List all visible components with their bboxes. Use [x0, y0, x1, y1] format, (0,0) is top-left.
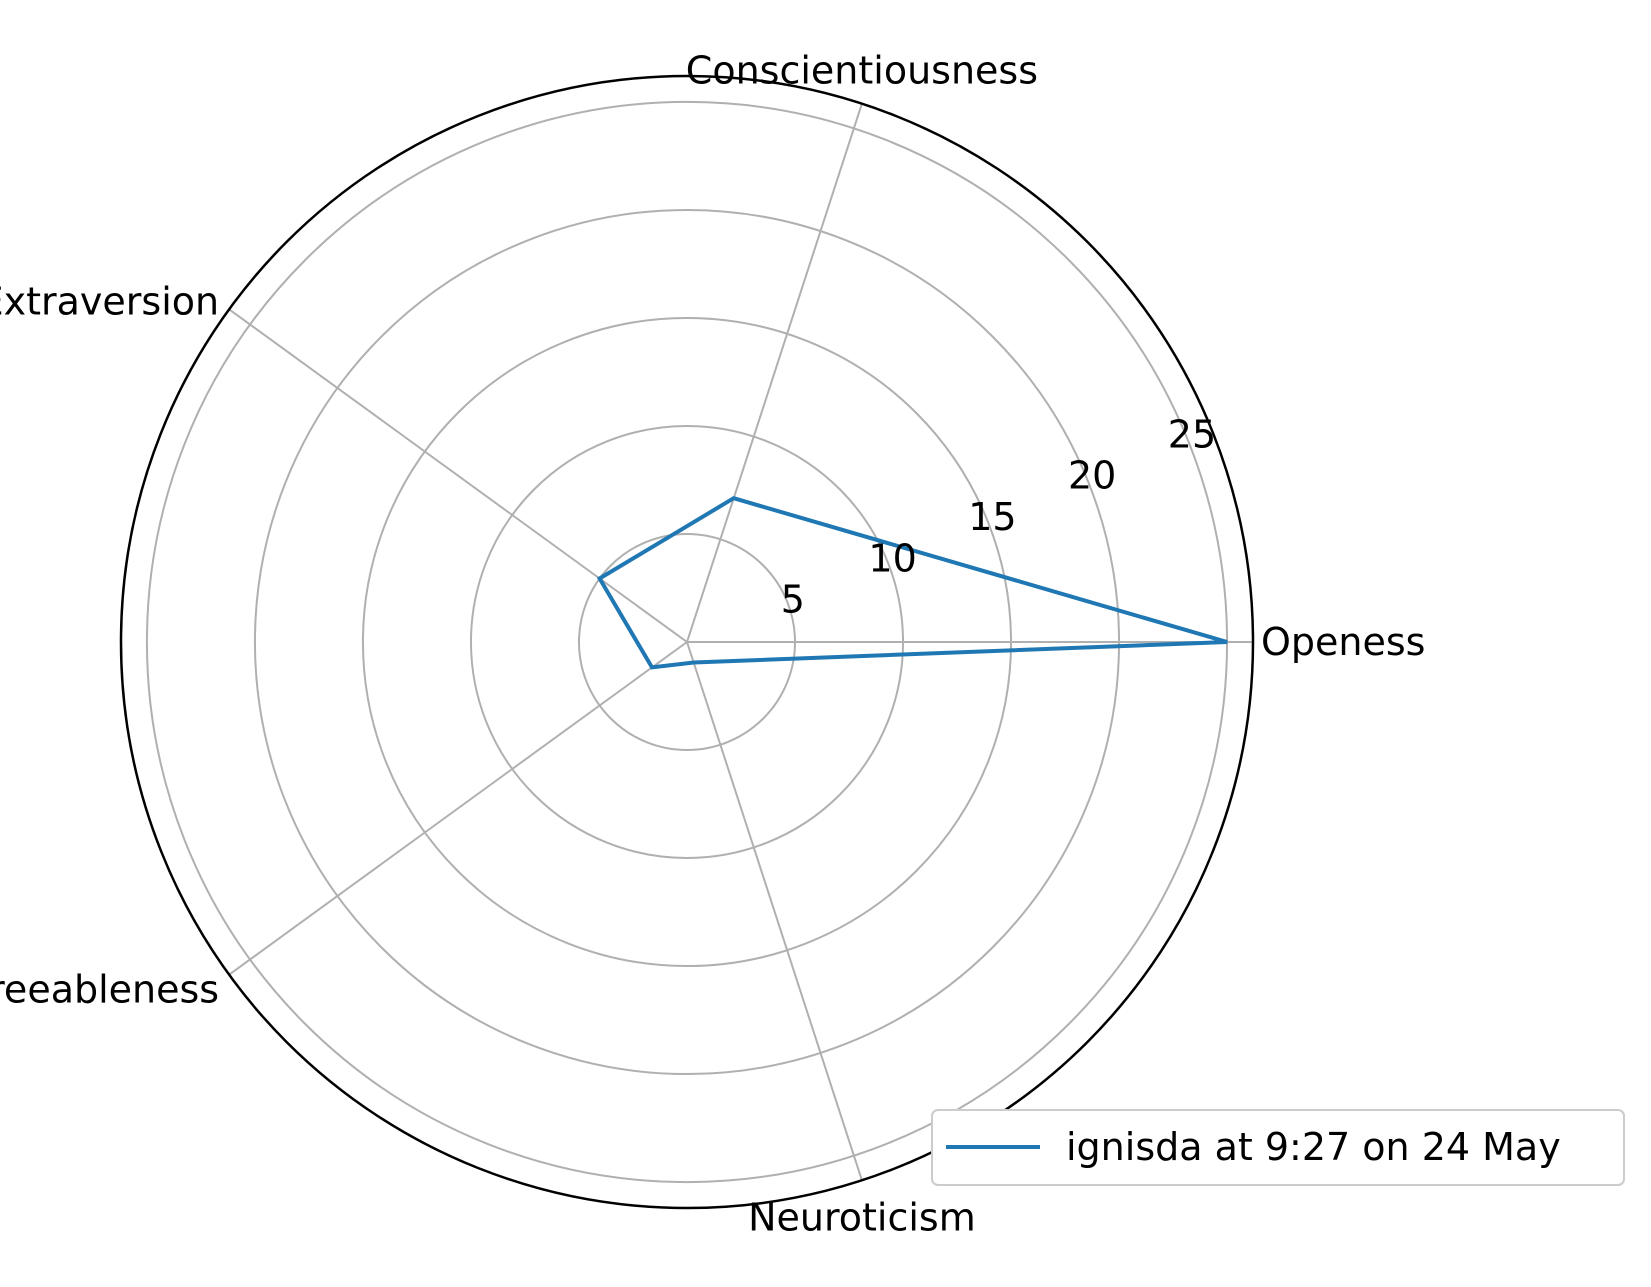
category-label: Openess	[1261, 620, 1425, 664]
r-tick-label: 25	[1168, 412, 1216, 456]
category-label: Extraversion	[0, 279, 219, 323]
legend-label: ignisda at 9:27 on 24 May	[1066, 1125, 1561, 1169]
category-label: Agreeableness	[0, 968, 219, 1012]
grid-spoke	[687, 642, 862, 1180]
r-tick-label: 15	[968, 495, 1016, 539]
category-label: Conscientiousness	[686, 49, 1038, 93]
r-tick-label: 20	[1068, 454, 1116, 498]
legend: ignisda at 9:27 on 24 May	[932, 1110, 1624, 1185]
r-tick-label: 5	[781, 578, 805, 622]
grid-spoke	[229, 642, 687, 975]
grid-spoke	[229, 309, 687, 642]
r-tick-label: 10	[868, 536, 916, 580]
grid-layer	[147, 102, 1253, 1182]
category-label: Neuroticism	[748, 1195, 976, 1239]
grid-spoke	[687, 104, 862, 642]
